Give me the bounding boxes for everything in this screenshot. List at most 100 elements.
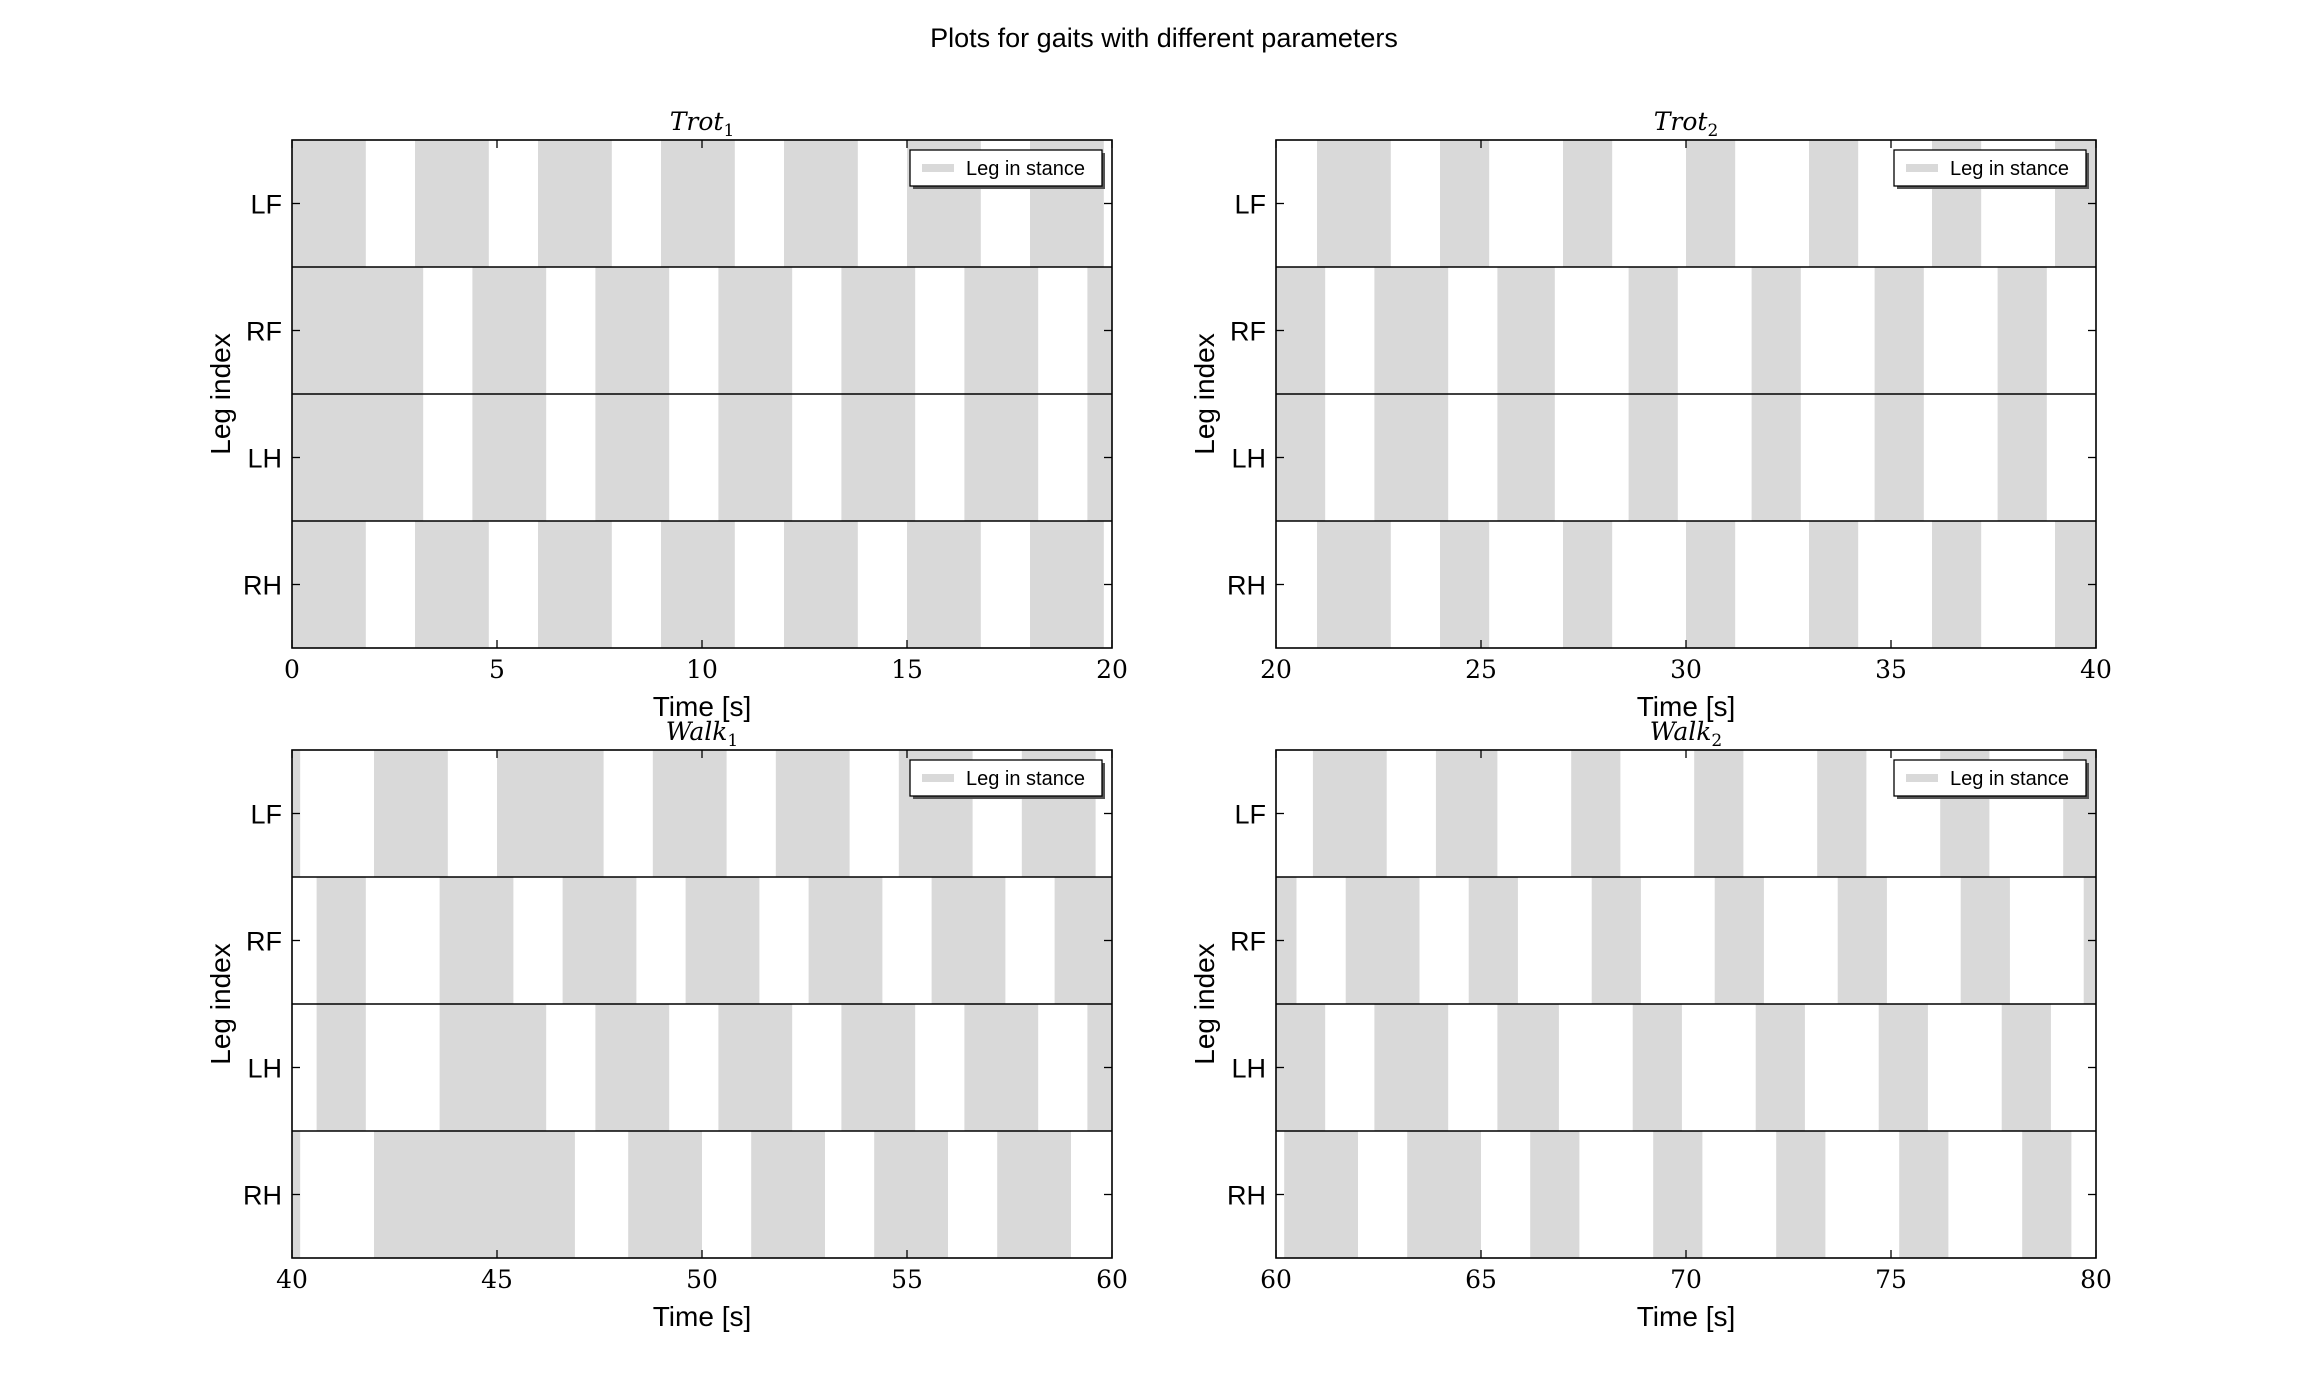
stance-bar	[1714, 877, 1764, 1004]
stance-bar	[1497, 394, 1555, 521]
y-tick-label: LF	[1234, 800, 1266, 830]
stance-bar	[628, 1131, 702, 1258]
y-tick-label: RF	[1230, 927, 1266, 957]
x-tick-label: 40	[276, 1265, 308, 1294]
chart-title-main: Trot	[670, 107, 725, 136]
stance-bar	[1317, 140, 1391, 267]
x-tick-label: 35	[1875, 655, 1907, 684]
stance-bar	[292, 394, 424, 521]
y-tick-label: RF	[1230, 317, 1266, 347]
y-tick-label: RH	[1227, 571, 1266, 601]
stance-bar	[907, 521, 981, 648]
legend-label: Leg in stance	[1950, 158, 2069, 180]
stance-bar	[497, 750, 604, 877]
legend-label: Leg in stance	[1950, 768, 2069, 790]
stance-bar	[964, 394, 1039, 521]
stance-bar	[538, 521, 612, 648]
stance-bar	[1571, 750, 1621, 877]
x-tick-label: 0	[284, 655, 300, 684]
x-axis-label: Time [s]	[653, 1301, 752, 1332]
stance-bar	[1374, 394, 1449, 521]
y-tick-label: RH	[1227, 1181, 1266, 1211]
y-axis-label: Leg index	[1189, 333, 1220, 454]
stance-bar	[292, 140, 366, 267]
stance-bar	[1030, 521, 1104, 648]
chart-title-subscript: 2	[1707, 121, 1718, 141]
stance-bar	[595, 1004, 670, 1131]
stance-bar	[775, 750, 850, 877]
stance-bar	[1312, 750, 1387, 877]
stance-bar	[1960, 877, 2010, 1004]
y-tick-label: LF	[1234, 190, 1266, 220]
chart-title: Trot1	[670, 107, 735, 141]
y-axis-label: Leg index	[205, 943, 236, 1064]
stance-bar	[374, 750, 448, 877]
chart-title-subscript: 2	[1711, 731, 1722, 751]
y-tick-label: RH	[243, 1181, 282, 1211]
y-tick-label: LF	[250, 800, 282, 830]
y-tick-label: LF	[250, 190, 282, 220]
stance-bar	[1468, 877, 1518, 1004]
chart-title: Walk1	[666, 717, 738, 751]
stance-bar	[1628, 267, 1678, 394]
x-tick-label: 25	[1465, 655, 1497, 684]
x-axis-label: Time [s]	[653, 691, 752, 722]
stance-bar	[1694, 750, 1744, 877]
chart-title: Walk2	[1650, 717, 1722, 751]
stance-bar	[841, 267, 916, 394]
stance-bar	[1776, 1131, 1826, 1258]
stance-bar	[1317, 521, 1391, 648]
chart-panel-2: LF RF LH RH 20 25 30 35 40 Time [s] Leg index Trot2…	[1189, 107, 2112, 722]
stance-bar	[292, 267, 424, 394]
figure-suptitle: Plots for gaits with different parameter…	[930, 23, 1398, 53]
y-axis-label: Leg index	[1189, 943, 1220, 1064]
stance-bar	[374, 1131, 575, 1258]
stance-bar	[562, 877, 637, 1004]
x-tick-label: 80	[2080, 1265, 2112, 1294]
stance-bar	[718, 1004, 793, 1131]
x-tick-label: 60	[1260, 1265, 1292, 1294]
stance-bar	[1276, 394, 1326, 521]
stance-bar	[784, 521, 858, 648]
stance-bar	[841, 1004, 916, 1131]
chart-panel-1: LF RF LH RH 0 5 10 15 20 Time [s] Leg index Trot1 Le…	[205, 107, 1128, 722]
stance-bar	[1809, 521, 1859, 648]
stance-bar	[1440, 140, 1490, 267]
x-tick-label: 45	[481, 1265, 513, 1294]
stance-bar	[1899, 1131, 1949, 1258]
stance-bar	[784, 140, 858, 267]
y-tick-label: LH	[247, 1054, 282, 1084]
legend-box	[1893, 149, 2087, 187]
stance-bar	[1276, 267, 1326, 394]
stance-bar	[1276, 1004, 1326, 1131]
stance-bar	[1837, 877, 1887, 1004]
x-tick-label: 5	[489, 655, 505, 684]
stance-bar	[595, 394, 670, 521]
stance-bar	[1809, 140, 1859, 267]
stance-bar	[415, 521, 489, 648]
stance-bar	[718, 394, 793, 521]
x-tick-label: 75	[1875, 1265, 1907, 1294]
stance-bar	[1284, 1131, 1358, 1258]
stance-bar	[685, 877, 760, 1004]
stance-bar	[2001, 1004, 2051, 1131]
chart-title-main: Walk	[666, 717, 728, 746]
stance-bar	[316, 877, 366, 1004]
stance-bar	[1817, 750, 1867, 877]
x-tick-label: 20	[1260, 655, 1292, 684]
stance-bar	[472, 267, 547, 394]
chart-title: Trot2	[1654, 107, 1719, 141]
stance-bar	[1755, 1004, 1805, 1131]
chart-title-main: Walk	[1650, 717, 1712, 746]
legend-swatch	[922, 164, 954, 172]
legend-label: Leg in stance	[966, 158, 1085, 180]
y-tick-label: LH	[1231, 1054, 1266, 1084]
stance-bar	[718, 267, 793, 394]
stance-bar	[439, 877, 514, 1004]
stance-bar	[2022, 1131, 2072, 1258]
stance-bar	[1874, 267, 1924, 394]
x-tick-label: 70	[1670, 1265, 1702, 1294]
x-axis-label: Time [s]	[1637, 1301, 1736, 1332]
stance-bar	[1686, 521, 1736, 648]
